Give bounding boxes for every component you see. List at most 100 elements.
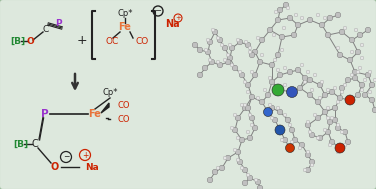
Circle shape — [216, 166, 220, 170]
Circle shape — [303, 80, 307, 84]
Circle shape — [343, 83, 347, 87]
Circle shape — [352, 69, 358, 75]
Circle shape — [268, 76, 272, 80]
Circle shape — [336, 150, 340, 154]
Circle shape — [256, 36, 260, 40]
Circle shape — [246, 90, 250, 94]
Circle shape — [294, 13, 298, 17]
Circle shape — [265, 92, 271, 98]
Polygon shape — [101, 103, 109, 113]
Circle shape — [280, 138, 284, 142]
Circle shape — [282, 137, 288, 143]
Circle shape — [207, 39, 213, 45]
Circle shape — [335, 125, 341, 131]
Circle shape — [336, 100, 340, 104]
Circle shape — [260, 53, 264, 57]
Circle shape — [233, 148, 237, 152]
Circle shape — [327, 119, 333, 125]
Circle shape — [287, 15, 293, 21]
Circle shape — [212, 29, 218, 35]
Circle shape — [277, 72, 283, 78]
Circle shape — [300, 16, 304, 20]
Circle shape — [276, 106, 280, 110]
Circle shape — [316, 13, 320, 17]
Circle shape — [243, 103, 247, 107]
Circle shape — [283, 2, 289, 8]
Circle shape — [257, 185, 263, 189]
Circle shape — [333, 86, 337, 90]
Circle shape — [248, 113, 252, 117]
Text: +: + — [82, 150, 88, 160]
Circle shape — [280, 48, 284, 52]
Circle shape — [239, 137, 245, 143]
Circle shape — [309, 132, 315, 138]
Text: OC: OC — [105, 36, 118, 46]
Text: Na: Na — [165, 19, 180, 29]
Circle shape — [272, 117, 278, 123]
Circle shape — [263, 88, 267, 92]
Circle shape — [283, 83, 287, 87]
Circle shape — [209, 59, 215, 65]
Circle shape — [308, 130, 312, 134]
Text: [B]: [B] — [10, 36, 25, 46]
Circle shape — [279, 34, 285, 40]
Circle shape — [352, 75, 358, 81]
Circle shape — [274, 10, 278, 14]
Circle shape — [335, 143, 345, 153]
Circle shape — [322, 109, 328, 115]
Circle shape — [236, 136, 240, 140]
Circle shape — [275, 52, 281, 58]
Circle shape — [259, 37, 265, 43]
Circle shape — [276, 68, 280, 72]
Text: Cp*: Cp* — [102, 88, 118, 97]
Circle shape — [326, 106, 330, 110]
Circle shape — [235, 115, 241, 121]
Circle shape — [362, 92, 368, 98]
Circle shape — [349, 37, 355, 43]
Circle shape — [360, 43, 364, 47]
Circle shape — [307, 77, 313, 83]
Circle shape — [227, 55, 233, 61]
Circle shape — [305, 152, 311, 158]
Circle shape — [350, 50, 354, 54]
Circle shape — [369, 97, 375, 103]
Circle shape — [236, 158, 240, 162]
Circle shape — [237, 39, 243, 45]
Circle shape — [288, 123, 292, 127]
Circle shape — [302, 75, 308, 81]
Circle shape — [254, 178, 258, 182]
Circle shape — [259, 99, 265, 105]
Circle shape — [216, 36, 220, 40]
Text: −: − — [63, 153, 69, 161]
Circle shape — [246, 173, 250, 177]
Circle shape — [287, 69, 293, 75]
Circle shape — [249, 94, 255, 100]
Circle shape — [249, 115, 255, 121]
Circle shape — [323, 128, 327, 132]
Circle shape — [329, 89, 335, 95]
Circle shape — [313, 113, 317, 117]
Text: P: P — [55, 19, 61, 29]
Circle shape — [252, 72, 258, 78]
Circle shape — [211, 28, 215, 32]
Text: +: + — [175, 15, 181, 21]
Circle shape — [359, 82, 365, 88]
Circle shape — [223, 58, 227, 62]
Circle shape — [230, 126, 234, 130]
Text: CO: CO — [136, 36, 149, 46]
Circle shape — [337, 95, 343, 101]
Circle shape — [316, 136, 320, 140]
Circle shape — [247, 175, 253, 181]
Circle shape — [192, 42, 198, 48]
Circle shape — [285, 143, 294, 153]
Circle shape — [307, 17, 313, 23]
Circle shape — [325, 129, 331, 135]
Circle shape — [283, 66, 287, 70]
Circle shape — [272, 33, 276, 37]
Circle shape — [340, 130, 344, 134]
Circle shape — [226, 53, 230, 57]
Circle shape — [295, 67, 301, 73]
Circle shape — [283, 113, 287, 117]
Circle shape — [269, 62, 275, 68]
Circle shape — [245, 82, 251, 88]
